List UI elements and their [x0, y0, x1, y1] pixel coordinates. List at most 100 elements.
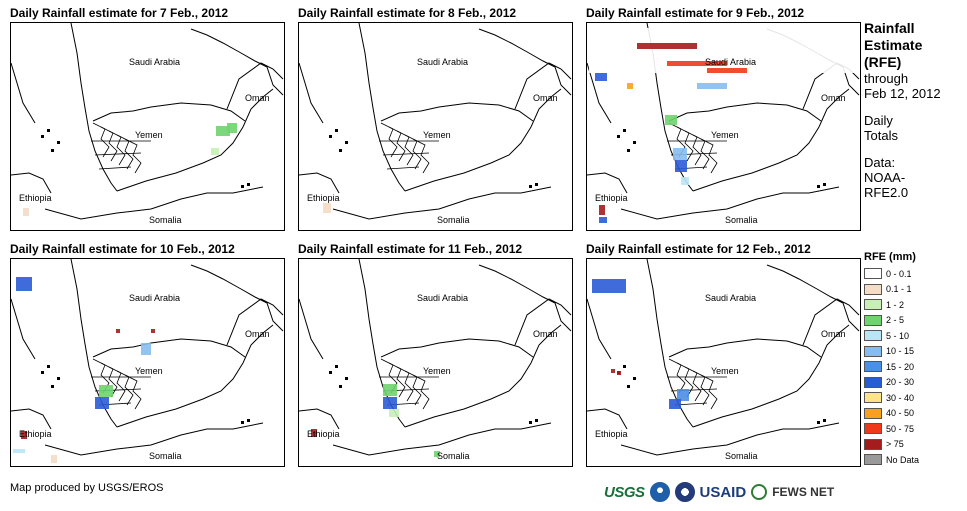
map-frame: Saudi Arabia Oman Yemen Ethiopia Somalia	[10, 22, 285, 231]
legend-item: > 75	[864, 437, 964, 453]
data-source: NOAA-	[864, 170, 906, 185]
country-label: Saudi Arabia	[705, 293, 756, 303]
country-label: Yemen	[423, 366, 451, 376]
data-source-version: RFE2.0	[864, 185, 909, 200]
country-label: Ethiopia	[595, 193, 628, 203]
panel-title: Daily Rainfall estimate for 12 Feb., 201…	[586, 242, 811, 256]
fews-net-logo: FEWS NET	[772, 485, 835, 499]
legend-item: 40 - 50	[864, 406, 964, 422]
map-frame: Saudi Arabia Oman Yemen Ethiopia Somalia	[10, 258, 285, 467]
legend-label: 40 - 50	[886, 408, 915, 419]
country-label: Ethiopia	[307, 429, 340, 439]
legend-item: 1 - 2	[864, 297, 964, 313]
country-label: Oman	[245, 93, 270, 103]
country-label: Ethiopia	[19, 429, 52, 439]
country-label: Ethiopia	[595, 429, 628, 439]
legend-item: 5 - 10	[864, 328, 964, 344]
country-label: Saudi Arabia	[705, 57, 756, 67]
rainfall-map-12feb: Saudi Arabia Oman Yemen Ethiopia Somalia	[587, 259, 860, 461]
country-label: Yemen	[423, 130, 451, 140]
fews-net-globe-icon	[751, 484, 768, 500]
legend-swatch	[864, 361, 882, 373]
daily-text: Daily	[864, 113, 893, 128]
legend-label: 0 - 0.1	[886, 268, 912, 279]
country-label: Somalia	[725, 451, 758, 461]
legend-item: 30 - 40	[864, 390, 964, 406]
legend-item: No Data	[864, 452, 964, 468]
legend-label: 1 - 2	[886, 299, 905, 310]
panel-title: Daily Rainfall estimate for 7 Feb., 2012	[10, 6, 229, 20]
legend-swatch	[864, 314, 882, 326]
legend-label: 30 - 40	[886, 392, 915, 403]
legend-item: 0 - 0.1	[864, 266, 964, 282]
legend-swatch	[864, 268, 882, 280]
legend-label: 50 - 75	[886, 423, 915, 434]
legend-item: 50 - 75	[864, 421, 964, 437]
country-label: Oman	[821, 93, 846, 103]
legend-swatch	[864, 392, 882, 404]
map-frame: Saudi Arabia Oman Yemen Ethiopia Somalia	[298, 258, 573, 467]
usgs-logo: USGS	[604, 483, 645, 501]
legend-label: 2 - 5	[886, 315, 905, 326]
map-frame: Saudi Arabia Oman Yemen Ethiopia Somalia	[298, 22, 573, 231]
legend-item: 2 - 5	[864, 313, 964, 329]
panel-title: Daily Rainfall estimate for 9 Feb., 2012	[586, 6, 805, 20]
title-line: (RFE)	[864, 54, 902, 70]
legend-item: 0.1 - 1	[864, 282, 964, 298]
legend-label: 0.1 - 1	[886, 284, 912, 295]
country-label: Ethiopia	[19, 193, 52, 203]
map-description: Rainfall Estimate (RFE) through Feb 12, …	[864, 20, 964, 200]
legend-swatch	[864, 423, 882, 435]
country-label: Yemen	[135, 130, 163, 140]
rfe-legend: RFE (mm) 0 - 0.1 0.1 - 1 1 - 2 2 - 5 5 - 10 1…	[864, 251, 964, 468]
country-label: Oman	[533, 93, 558, 103]
agency-logos: USGS USAID FEWS NET	[604, 482, 834, 502]
credit-text: Map produced by USGS/EROS	[10, 482, 164, 494]
country-label: Somalia	[725, 215, 758, 225]
country-label: Saudi Arabia	[129, 293, 180, 303]
legend-item: 15 - 20	[864, 359, 964, 375]
usaid-logo: USAID	[699, 483, 747, 501]
country-label: Oman	[533, 329, 558, 339]
country-label: Saudi Arabia	[129, 57, 180, 67]
country-label: Ethiopia	[307, 193, 340, 203]
legend-label: 15 - 20	[886, 361, 915, 372]
rainfall-map-11feb: Saudi Arabia Oman Yemen Ethiopia Somalia	[299, 259, 572, 461]
legend-swatch	[864, 454, 882, 466]
legend-title: RFE (mm)	[864, 251, 916, 263]
legend-swatch	[864, 345, 882, 357]
country-label: Yemen	[135, 366, 163, 376]
map-panel-9feb: Daily Rainfall estimate for 9 Feb., 2012…	[586, 5, 861, 231]
totals-text: Totals	[864, 128, 898, 143]
title-line: Estimate	[864, 37, 923, 53]
map-panel-12feb: Daily Rainfall estimate for 12 Feb., 201…	[586, 241, 861, 467]
legend-label: 20 - 30	[886, 377, 915, 388]
map-panel-8feb: Daily Rainfall estimate for 8 Feb., 2012…	[298, 5, 573, 231]
through-date: Feb 12, 2012	[864, 86, 941, 101]
map-panel-10feb: Daily Rainfall estimate for 10 Feb., 201…	[10, 241, 285, 467]
data-label: Data:	[864, 155, 896, 170]
country-label: Yemen	[711, 130, 739, 140]
legend-swatch	[864, 283, 882, 295]
rainfall-map-10feb: Saudi Arabia Oman Yemen Ethiopia Somalia	[11, 259, 284, 463]
country-label: Yemen	[711, 366, 739, 376]
country-label: Somalia	[149, 215, 182, 225]
country-label: Oman	[245, 329, 270, 339]
legend-item: 10 - 15	[864, 344, 964, 360]
country-label: Somalia	[437, 215, 470, 225]
legend-swatch	[864, 299, 882, 311]
rainfall-map-9feb: Saudi Arabia Oman Yemen Ethiopia Somalia	[587, 23, 860, 225]
country-label: Saudi Arabia	[417, 57, 468, 67]
legend-label: > 75	[886, 439, 904, 450]
legend-swatch	[864, 407, 882, 419]
map-panel-7feb: Daily Rainfall estimate for 7 Feb., 2012…	[10, 5, 285, 231]
legend-label: 10 - 15	[886, 346, 915, 357]
panel-title: Daily Rainfall estimate for 10 Feb., 201…	[10, 242, 235, 256]
through-text: through	[864, 71, 909, 86]
legend-swatch	[864, 330, 882, 342]
rainfall-map-7feb: Saudi Arabia Oman Yemen Ethiopia Somalia	[11, 23, 284, 225]
legend-item: 20 - 30	[864, 375, 964, 391]
noaa-logo-icon	[649, 482, 670, 502]
legend-label: 5 - 10	[886, 330, 910, 341]
map-frame: Saudi Arabia Oman Yemen Ethiopia Somalia	[586, 258, 861, 467]
